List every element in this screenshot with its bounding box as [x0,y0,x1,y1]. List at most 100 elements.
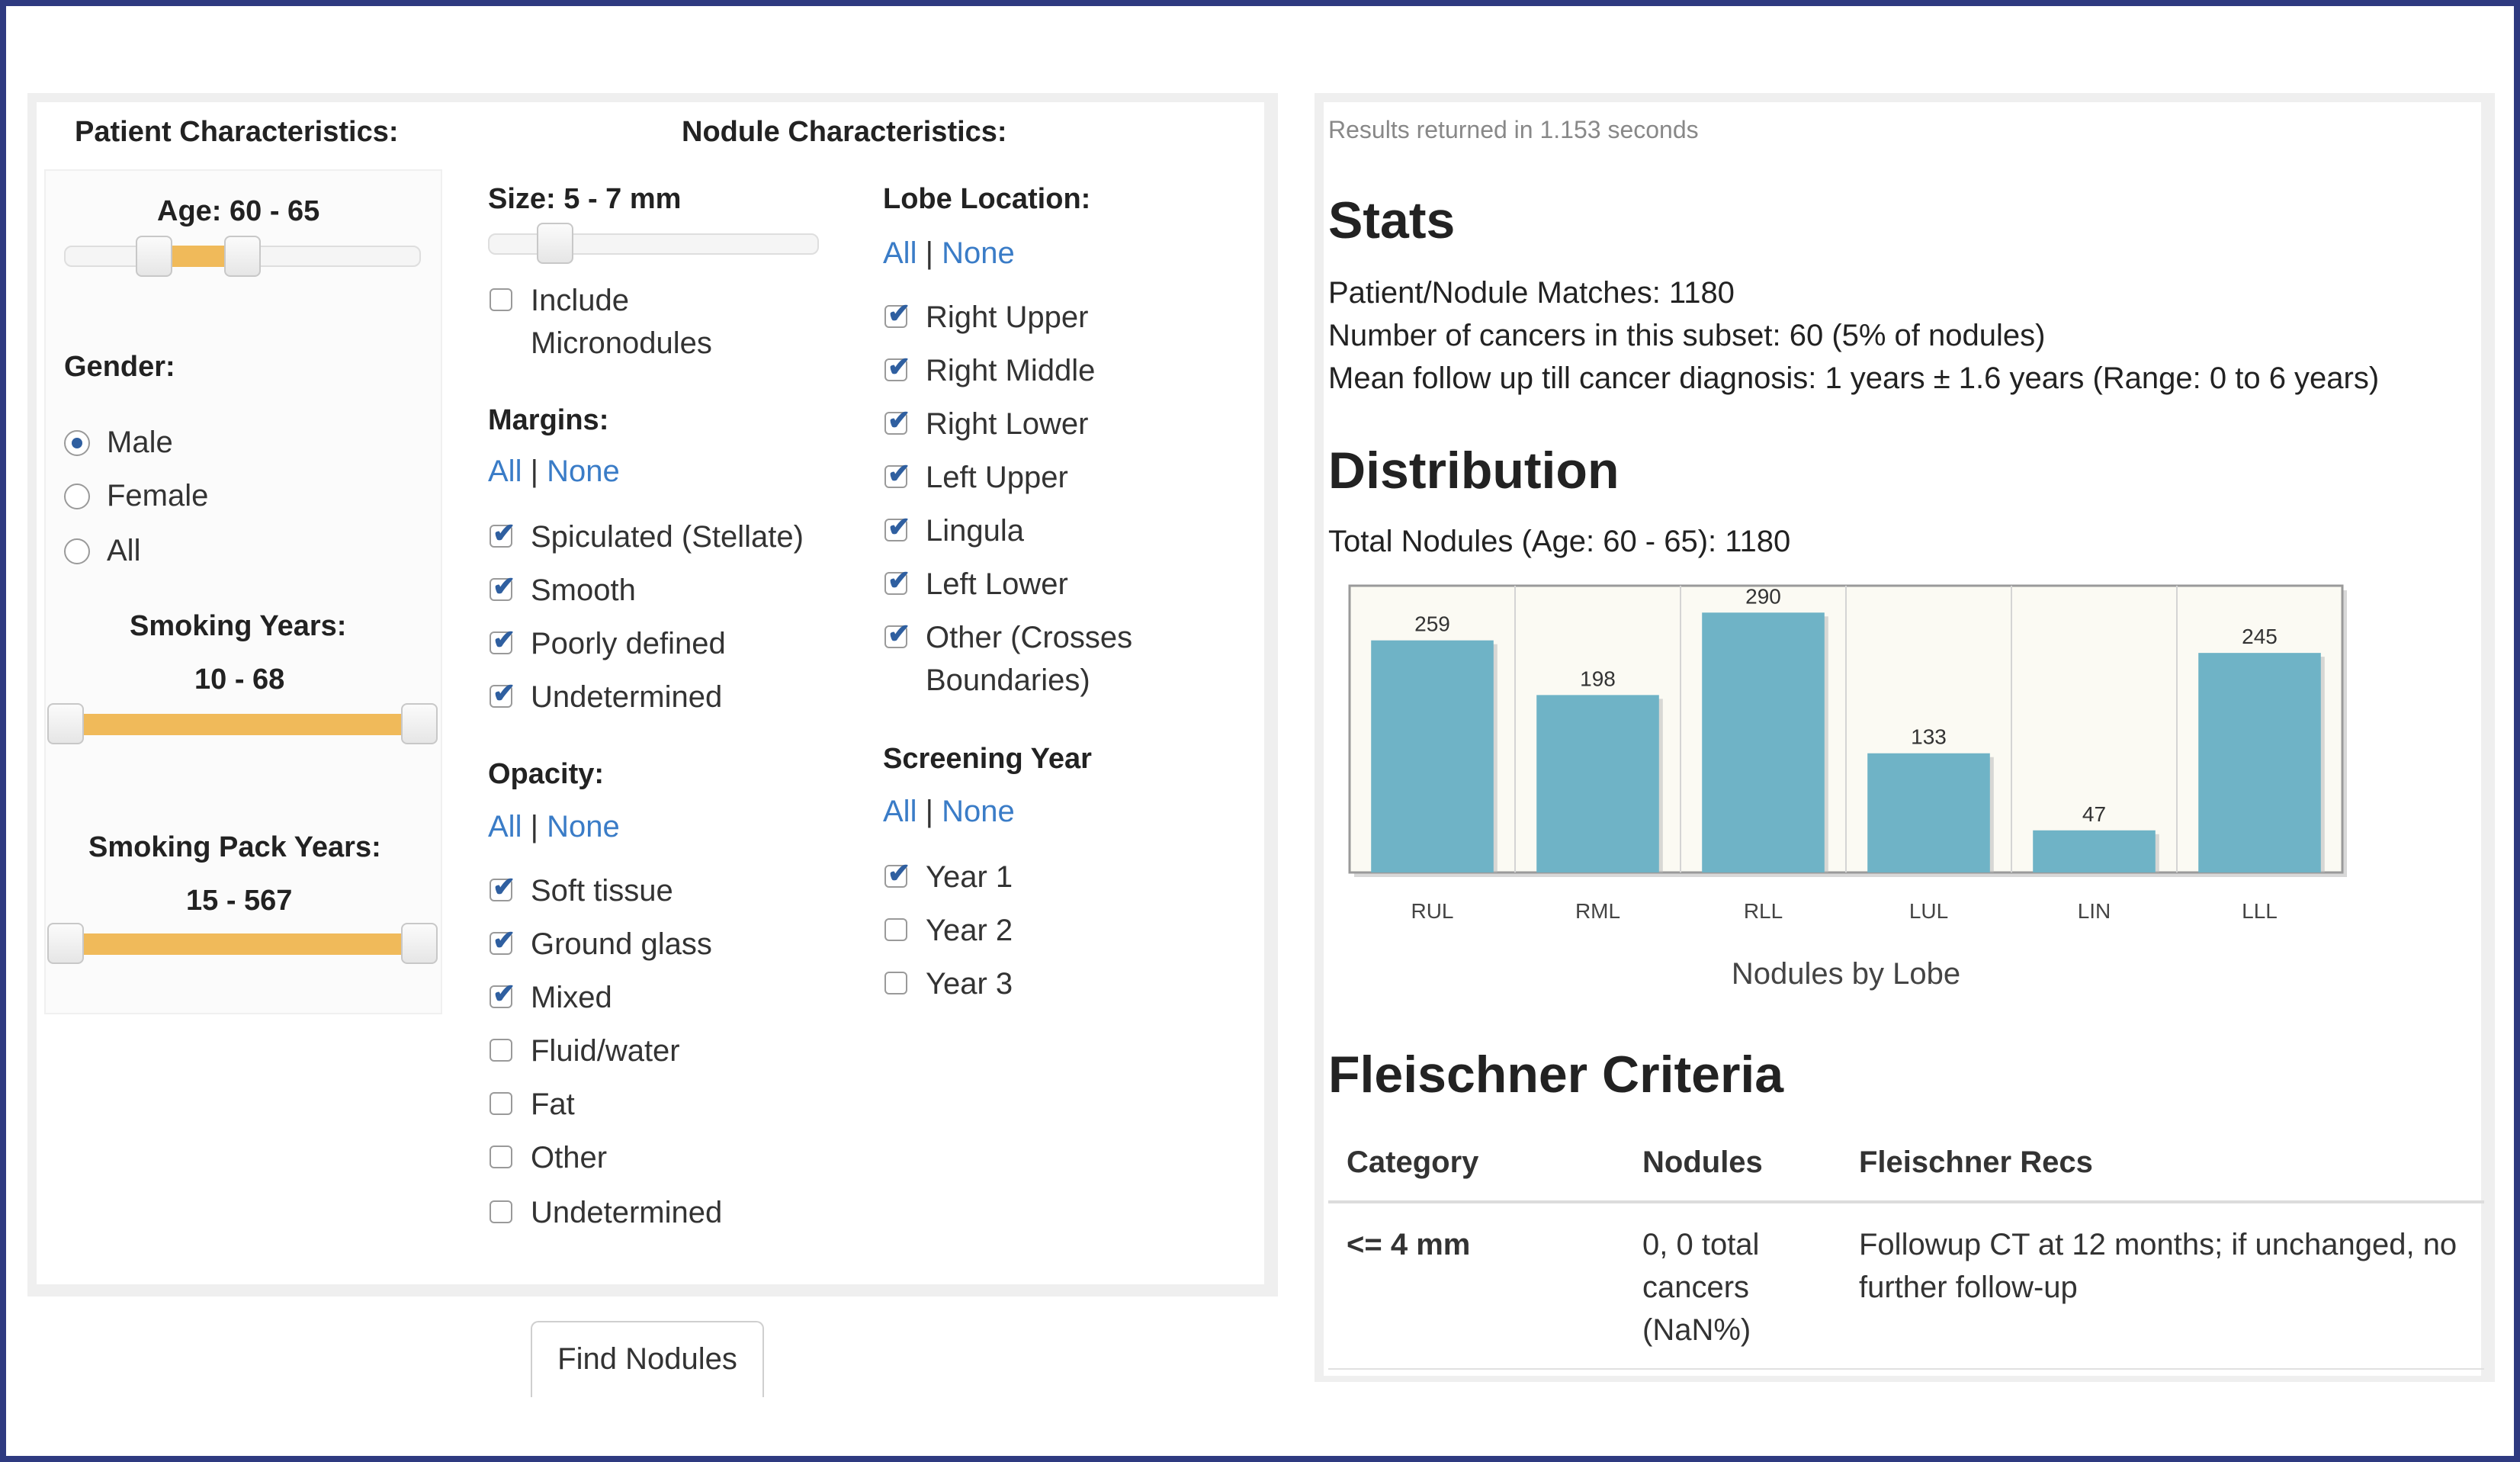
screening-year3-label: Year 3 [926,967,1013,1001]
opacity-fat-checkbox[interactable] [490,1092,512,1115]
lobe-right-lower-label: Right Lower [926,407,1089,441]
size-slider-handle[interactable] [537,223,573,264]
tick-label-lin: LIN [2078,899,2111,923]
lobe-left-upper-checkbox[interactable] [884,458,910,490]
margin-spiculated-checkbox[interactable] [490,517,515,549]
gender-male-radio[interactable] [64,430,90,456]
margins-all-link[interactable]: All [488,455,522,488]
gender-all-radio[interactable] [64,538,90,564]
tick-label-rul: RUL [1411,899,1453,923]
screening-year-label: Screening Year [883,743,1092,775]
smoking-years-value: 10 - 68 [194,664,285,696]
include-micronodules-checkbox[interactable] [490,288,512,311]
lobe-right-upper-label: Right Upper [926,300,1089,334]
lobe-right-upper-checkbox[interactable] [884,297,910,329]
smoking-years-min-handle[interactable] [47,703,84,744]
screening-year2-checkbox[interactable] [884,918,907,941]
opacity-separator: | [530,810,538,843]
opacity-none-link[interactable]: None [547,810,620,843]
smoking-pack-max-handle[interactable] [401,923,438,964]
opacity-fluid-checkbox[interactable] [490,1039,512,1062]
gender-male-label: Male [107,426,173,459]
opacity-soft-tissue-checkbox[interactable] [490,871,515,903]
smoking-pack-years-value: 15 - 567 [186,885,293,917]
lobe-left-lower-label: Left Lower [926,567,1068,601]
margin-undetermined-label: Undetermined [531,680,723,714]
age-slider-min-handle[interactable] [136,236,172,277]
lobe-location-label: Lobe Location: [883,183,1091,215]
smoking-pack-slider-range[interactable] [73,933,406,955]
data-label-rll: 290 [1745,584,1781,608]
x-axis-label: Nodules by Lobe [1732,957,1960,991]
smoking-years-max-handle[interactable] [401,703,438,744]
screening-year1-checkbox[interactable] [884,857,910,889]
row-recs-line2: further follow-up [1859,1271,2078,1304]
opacity-mixed-label: Mixed [531,981,612,1014]
opacity-ground-glass-checkbox[interactable] [490,924,515,956]
lobe-left-lower-checkbox[interactable] [884,564,910,596]
bar-lin [2033,830,2156,872]
smoking-pack-min-handle[interactable] [47,923,84,964]
lobe-lingula-checkbox[interactable] [884,511,910,543]
margin-poorly-defined-label: Poorly defined [531,627,726,660]
lobe-all-link[interactable]: All [883,236,917,270]
patient-characteristics-title: Patient Characteristics: [75,116,399,148]
header-category: Category [1347,1146,1479,1179]
gender-all-label: All [107,534,141,567]
lobe-right-middle-checkbox[interactable] [884,351,910,383]
margin-spiculated-label: Spiculated (Stellate) [531,520,804,554]
data-label-lll: 245 [2242,625,2278,648]
lobe-other-checkbox[interactable] [884,618,910,650]
bar-lll [2198,653,2321,872]
gender-female-radio[interactable] [64,484,90,509]
tick-label-rml: RML [1575,899,1620,923]
table-row-divider [1328,1368,2484,1370]
opacity-soft-tissue-label: Soft tissue [531,874,673,908]
age-slider-max-handle[interactable] [224,236,261,277]
header-nodules: Nodules [1642,1146,1763,1179]
stat-matches: Patient/Nodule Matches: 1180 [1328,276,1735,310]
smoking-years-label: Smoking Years: [130,610,347,642]
lobe-all-none: All | None [883,236,1015,271]
lobe-none-link[interactable]: None [942,236,1015,270]
smoking-years-slider-range[interactable] [73,714,406,735]
margins-separator: | [530,455,538,488]
screening-year1-label: Year 1 [926,860,1013,894]
fleischner-table-header: Category Nodules Fleischner Recs [1328,1121,2484,1207]
margin-undetermined-checkbox[interactable] [490,677,515,709]
screening-separator: | [925,795,933,828]
screening-none-link[interactable]: None [942,795,1015,828]
opacity-all-none: All | None [488,810,620,844]
margins-all-none: All | None [488,455,620,489]
data-label-lin: 47 [2082,802,2106,826]
smoking-pack-years-label: Smoking Pack Years: [88,831,381,863]
screening-all-link[interactable]: All [883,795,917,828]
tick-label-rll: RLL [1744,899,1783,923]
nodules-by-lobe-chart: 259 RUL 198 RML 290 RLL 133 LUL 47 LIN 245 LLL Nodul… [1348,584,2347,991]
lobe-separator: | [925,236,933,270]
margin-poorly-defined-checkbox[interactable] [490,624,515,656]
stats-title: Stats [1328,191,1456,249]
opacity-ground-glass-label: Ground glass [531,927,712,961]
lobe-left-upper-label: Left Upper [926,461,1068,494]
opacity-mixed-checkbox[interactable] [490,978,515,1010]
opacity-other-checkbox[interactable] [490,1146,512,1168]
data-label-rul: 259 [1414,612,1450,636]
screening-all-none: All | None [883,795,1015,829]
find-nodules-button[interactable]: Find Nodules [531,1321,764,1397]
opacity-fat-label: Fat [531,1088,575,1121]
opacity-other-label: Other [531,1141,608,1174]
age-label: Age: 60 - 65 [157,195,320,227]
lobe-right-lower-checkbox[interactable] [884,404,910,436]
bar-rml [1536,695,1659,872]
opacity-undetermined-checkbox[interactable] [490,1200,512,1223]
screening-year3-checkbox[interactable] [884,972,907,994]
bar-lul [1867,753,1990,872]
row-nodules-line2: cancers [1642,1271,1750,1304]
opacity-fluid-label: Fluid/water [531,1034,680,1068]
opacity-all-link[interactable]: All [488,810,522,843]
margins-none-link[interactable]: None [547,455,620,488]
margin-smooth-checkbox[interactable] [490,570,515,602]
row-category: <= 4 mm [1347,1228,1471,1261]
